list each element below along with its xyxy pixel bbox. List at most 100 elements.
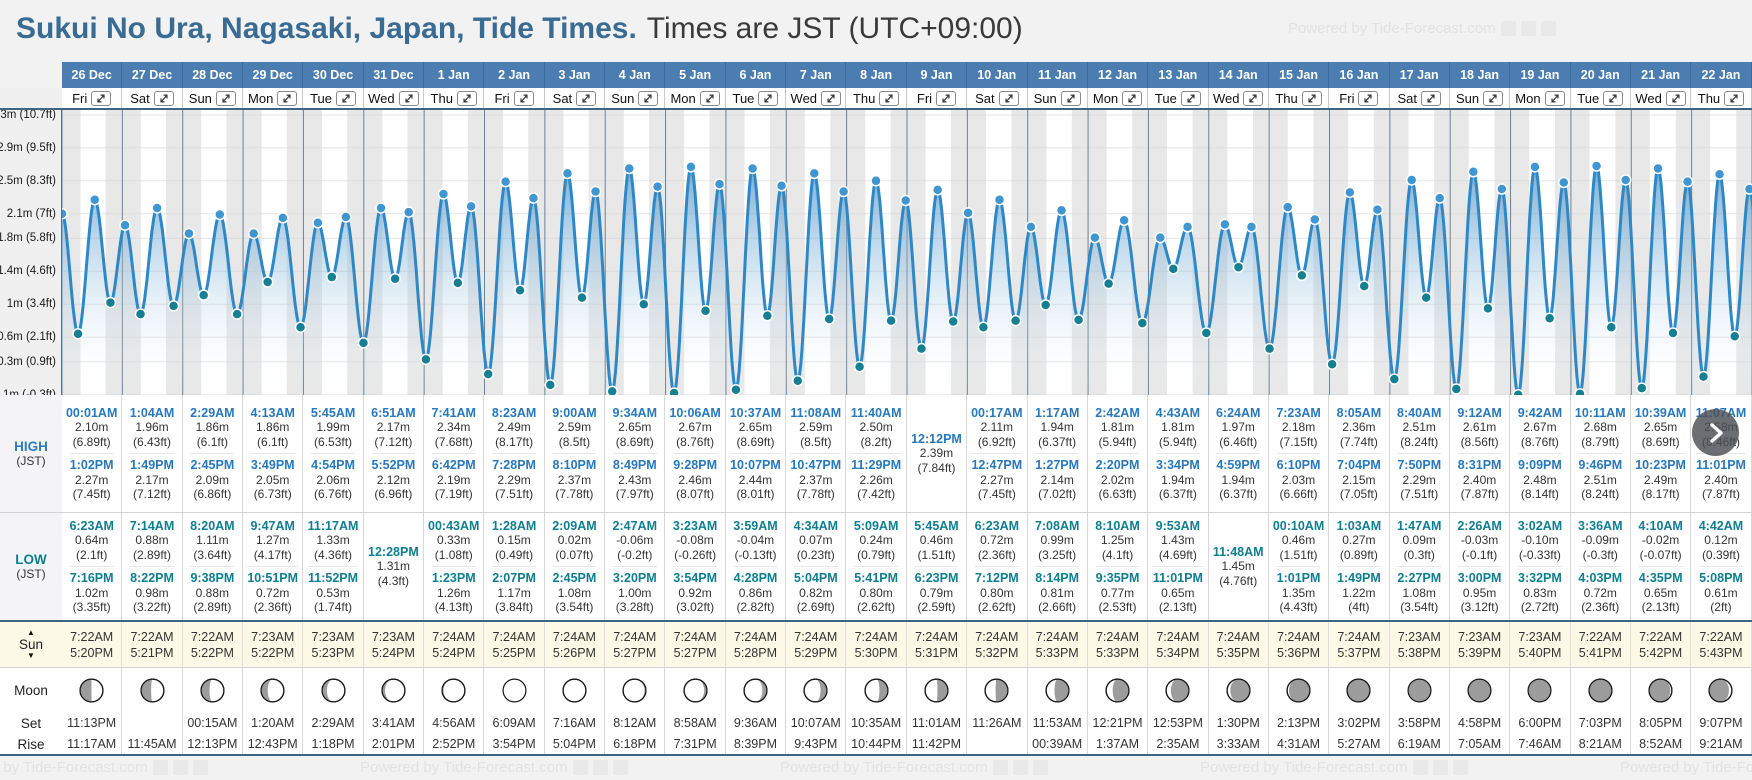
- sunset-time: 5:20PM: [70, 645, 114, 660]
- tide-entry: 2:26AM -0.03m (-0.1ft): [1457, 519, 1501, 563]
- tide-time: 1:02PM: [69, 458, 114, 472]
- expand-day-button[interactable]: [1665, 90, 1686, 106]
- expand-day-button[interactable]: [277, 90, 298, 106]
- tide-entry: 3:59AM -0.04m (-0.13ft): [733, 519, 777, 563]
- tide-height-m: 2.37m: [557, 472, 592, 487]
- date-header-cell: 4 Jan: [605, 62, 666, 88]
- tide-height-ft: (2.62ft): [977, 600, 1016, 614]
- expand-day-button[interactable]: [576, 90, 597, 106]
- moon-rise-cell: 2:01PM: [364, 734, 425, 754]
- moon-set-time: 11:26AM: [972, 716, 1022, 730]
- expand-day-button[interactable]: [1358, 90, 1379, 106]
- tide-entry: 10:47PM 2.37m (7.78ft): [790, 453, 842, 502]
- weekday-label: Sat: [552, 90, 573, 106]
- high-tide-point: [1496, 183, 1508, 195]
- tide-entry: 9:09PM 2.48m (8.14ft): [1518, 453, 1562, 502]
- tide-height-ft: (3.54ft): [1400, 600, 1439, 614]
- expand-day-button[interactable]: [998, 90, 1019, 106]
- low-tide-point: [72, 328, 84, 340]
- sunrise-time: 7:23AM: [1397, 629, 1441, 644]
- tide-entry: 8:23AM 2.49m (8.17ft): [492, 406, 536, 450]
- weekday-cell: Wed: [1631, 88, 1692, 108]
- weekday-label: Tue: [1154, 90, 1177, 106]
- moon-rise-time: 6:18PM: [613, 737, 657, 751]
- moon-phase-cell: [424, 668, 485, 712]
- moon-phase-icon: [683, 677, 708, 703]
- expand-day-button[interactable]: [758, 90, 779, 106]
- tide-height-ft: (0.89ft): [1339, 547, 1378, 562]
- weekday-label: Fri: [1339, 90, 1355, 106]
- low-tide-point: [1232, 261, 1245, 273]
- footer-watermark-bar: Powered by Tide-Forecast.com Powered by T…: [0, 756, 1752, 780]
- page-title-location: Sukui No Ura, Nagasaki, Japan, Tide Time…: [16, 12, 637, 45]
- tide-entry: 11:40AM 2.50m (8.2ft): [851, 406, 902, 450]
- tide-entry: 1:17AM 1.94m (6.37ft): [1035, 406, 1079, 450]
- sunset-time: 5:27PM: [613, 645, 657, 660]
- date-header-cell: 27 Dec: [122, 62, 183, 88]
- expand-day-button[interactable]: [1301, 90, 1322, 106]
- weekday-cell: Wed: [786, 88, 847, 108]
- expand-day-button[interactable]: [1483, 90, 1504, 106]
- expand-day-button[interactable]: [936, 90, 957, 106]
- high-tide-point: [713, 178, 726, 190]
- expand-day-button[interactable]: [1243, 90, 1264, 106]
- moon-rise-time: 1:37AM: [1095, 737, 1140, 751]
- tide-height-ft: (8.24ft): [1581, 487, 1620, 501]
- expand-day-button[interactable]: [1180, 90, 1201, 106]
- date-header-cell: 21 Jan: [1630, 62, 1692, 88]
- tide-time: 12:12PM: [911, 431, 962, 446]
- weekday-cell: Thu: [846, 88, 907, 108]
- low-tide-point: [1697, 370, 1710, 383]
- moon-phase-cell: [1269, 668, 1330, 712]
- tide-time: 9:34AM: [612, 405, 657, 420]
- tide-height-ft: (-0.33ft): [1518, 547, 1561, 562]
- moon-phase-cell: [1390, 668, 1450, 712]
- tide-entry: 7:23AM 2.18m (7.15ft): [1276, 406, 1320, 450]
- tide-height-m: 0.65m: [1643, 585, 1678, 600]
- expand-icon: [1005, 94, 1013, 102]
- expand-day-button[interactable]: [1420, 90, 1441, 106]
- tide-height-m: 2.36m: [1342, 420, 1376, 434]
- high-tide-point: [589, 185, 602, 198]
- tide-height-ft: (5.94ft): [1158, 434, 1197, 449]
- expand-day-button[interactable]: [153, 90, 174, 106]
- watermark: Powered by Tide-Forecast.com: [1288, 20, 1556, 37]
- expand-day-button[interactable]: [456, 90, 477, 106]
- weekday-cell: Sat: [545, 88, 606, 108]
- expand-day-button[interactable]: [638, 90, 659, 106]
- low-tide-point: [1039, 299, 1052, 311]
- expand-day-button[interactable]: [513, 90, 534, 106]
- expand-day-button[interactable]: [336, 90, 356, 106]
- tide-time: 3:54PM: [673, 571, 717, 585]
- expand-day-button[interactable]: [215, 90, 236, 106]
- expand-day-button[interactable]: [879, 90, 900, 106]
- moon-set-cell: 2:29AM: [303, 712, 364, 734]
- expand-day-button[interactable]: [821, 90, 842, 106]
- sunrise-time: 7:23AM: [371, 629, 415, 644]
- high-tide-point: [1433, 192, 1446, 204]
- expand-day-button[interactable]: [699, 90, 720, 106]
- tide-entry: 00:10AM 0.46m (1.51ft): [1273, 519, 1324, 563]
- tide-entry: 11:08AM 2.59m (8.5ft): [790, 406, 841, 450]
- moon-phase-icon: [1708, 677, 1733, 703]
- tide-height-m: 1.94m: [1161, 472, 1195, 487]
- expand-day-button[interactable]: [1122, 90, 1143, 106]
- expand-day-button[interactable]: [1724, 90, 1745, 106]
- expand-day-button[interactable]: [1603, 90, 1624, 106]
- tide-height-ft: (8.07ft): [676, 487, 715, 501]
- expand-day-button[interactable]: [1060, 90, 1081, 106]
- tide-height-m: -0.08m: [676, 533, 714, 547]
- moon-set-time: 7:16AM: [552, 716, 596, 730]
- sun-times-cell: 7:24AM 5:28PM: [726, 622, 787, 667]
- moon-phase-icon: [381, 677, 406, 703]
- expand-day-button[interactable]: [398, 90, 419, 106]
- high-tide-cell: 6:51AM 2.17m (7.12ft) 5:52PM 2.12m (6.96ft): [364, 395, 425, 512]
- sun-label-text: Sun: [18, 637, 44, 652]
- expand-day-button[interactable]: [1544, 90, 1565, 106]
- low-tide-cell: 00:43AM 0.33m (1.08ft) 1:23PM 1.26m (4.13ft): [424, 513, 485, 620]
- next-page-button[interactable]: [1692, 409, 1739, 456]
- date-label: 17 Jan: [1399, 68, 1439, 82]
- expand-day-button[interactable]: [91, 90, 112, 106]
- low-tide-point: [1167, 263, 1180, 275]
- date-header-spacer: [0, 62, 62, 88]
